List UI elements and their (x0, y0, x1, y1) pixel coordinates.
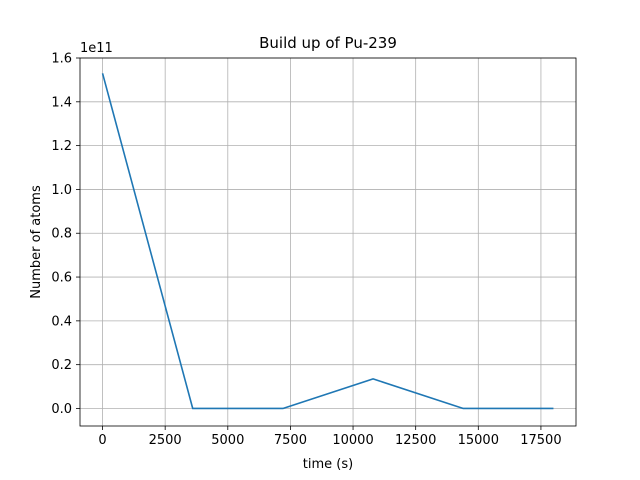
x-axis: 0 2500 5000 7500 10000 12500 15000 17500 (98, 426, 562, 448)
y-tick-label: 0.6 (51, 271, 72, 286)
y-tick-label: 1.6 (51, 52, 72, 67)
x-tick-label: 10000 (332, 433, 373, 448)
y-tick-label: 0.0 (51, 402, 72, 417)
y-axis: 0.0 0.2 0.4 0.6 0.8 1.0 1.2 1.4 1.6 (51, 52, 80, 417)
y-tick-label: 1.0 (51, 183, 72, 198)
y-axis-scale-note: 1e11 (80, 41, 113, 56)
x-tick-label: 17500 (520, 433, 561, 448)
x-tick-label: 12500 (395, 433, 436, 448)
x-axis-label: time (s) (303, 457, 353, 472)
y-tick-label: 1.2 (51, 139, 72, 154)
chart-title: Build up of Pu-239 (259, 34, 397, 52)
y-tick-label: 1.4 (51, 95, 72, 110)
x-tick-label: 5000 (211, 433, 244, 448)
x-tick-label: 2500 (149, 433, 182, 448)
plot-frame (79, 57, 577, 427)
y-tick-label: 0.8 (51, 227, 72, 242)
x-tick-label: 15000 (458, 433, 499, 448)
y-tick-label: 0.4 (51, 314, 72, 329)
series-layer (101, 73, 554, 410)
y-tick-label: 0.2 (51, 358, 72, 373)
y-axis-label: Number of atoms (29, 185, 44, 299)
grid (80, 57, 576, 426)
x-tick-label: 0 (98, 433, 106, 448)
x-tick-label: 7500 (274, 433, 307, 448)
series-line (101, 73, 554, 410)
